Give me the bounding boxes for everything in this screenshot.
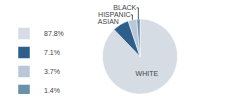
svg-text:HISPANIC: HISPANIC bbox=[98, 11, 131, 18]
svg-text:BLACK: BLACK bbox=[113, 4, 136, 11]
svg-text:87.8%: 87.8% bbox=[44, 30, 64, 37]
svg-text:1.4%: 1.4% bbox=[44, 87, 60, 94]
svg-text:ASIAN: ASIAN bbox=[98, 18, 119, 25]
svg-text:7.1%: 7.1% bbox=[44, 49, 60, 56]
svg-text:3.7%: 3.7% bbox=[44, 68, 60, 75]
svg-text:WHITE: WHITE bbox=[136, 70, 159, 77]
